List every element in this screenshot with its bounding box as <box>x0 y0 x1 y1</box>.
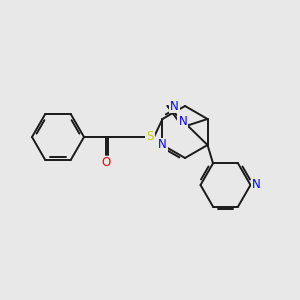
Text: N: N <box>178 115 187 128</box>
Text: S: S <box>146 130 154 143</box>
Text: O: O <box>101 157 111 169</box>
Text: N: N <box>170 100 179 112</box>
Text: N: N <box>158 139 167 152</box>
Text: N: N <box>252 178 261 191</box>
